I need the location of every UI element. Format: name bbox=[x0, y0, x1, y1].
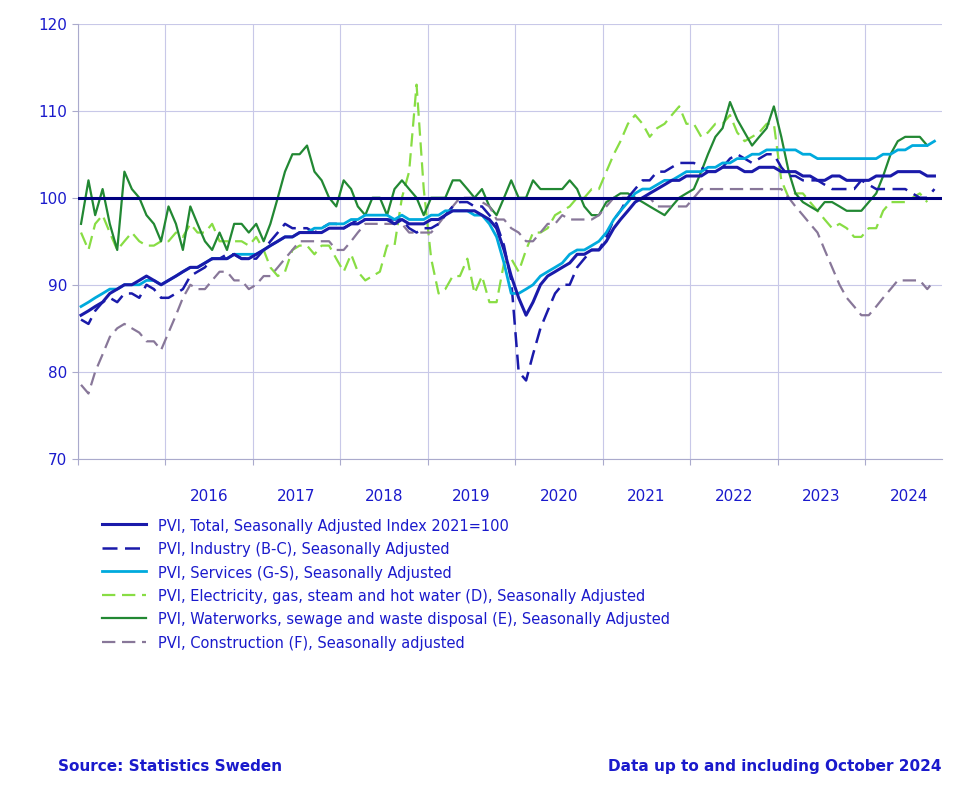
Text: 2022: 2022 bbox=[715, 489, 753, 504]
Text: 2017: 2017 bbox=[277, 489, 316, 504]
Text: 2023: 2023 bbox=[802, 489, 841, 504]
Legend: PVI, Total, Seasonally Adjusted Index 2021=100, PVI, Industry (B-C), Seasonally : PVI, Total, Seasonally Adjusted Index 20… bbox=[102, 518, 670, 651]
Text: Source: Statistics Sweden: Source: Statistics Sweden bbox=[58, 759, 283, 774]
Text: 2021: 2021 bbox=[627, 489, 666, 504]
Text: 2024: 2024 bbox=[889, 489, 928, 504]
Text: 2019: 2019 bbox=[452, 489, 490, 504]
Text: 2020: 2020 bbox=[540, 489, 578, 504]
Text: 2018: 2018 bbox=[364, 489, 403, 504]
Text: 2016: 2016 bbox=[189, 489, 228, 504]
Text: Data up to and including October 2024: Data up to and including October 2024 bbox=[609, 759, 942, 774]
